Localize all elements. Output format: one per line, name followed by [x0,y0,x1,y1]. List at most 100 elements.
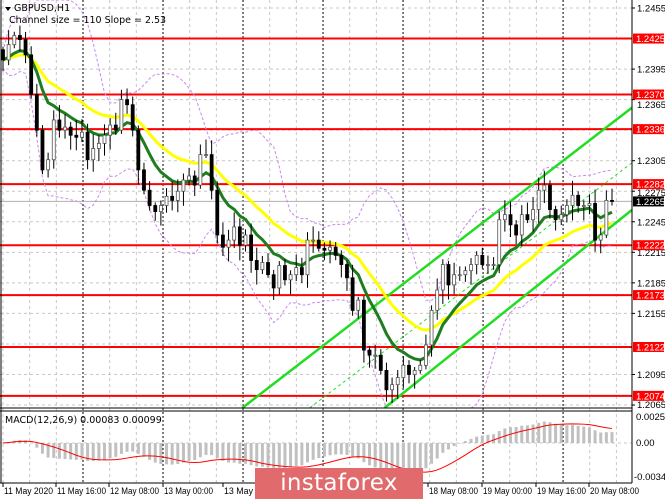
macd-histogram-bar [390,443,394,475]
current-price-text: 1.2265 [636,197,665,208]
price-tick-label: 1.2395 [637,65,665,76]
level-label: 1.2336 [636,125,665,136]
price-tick-label: 1.2245 [637,217,665,228]
macd-histogram-bar [243,443,247,464]
macd-histogram-bar [40,443,44,454]
candle-bear [322,247,327,251]
macd-histogram-bar [187,443,191,461]
candle-bull [373,354,378,357]
candle-bear [142,169,146,191]
candle-bull [486,264,490,266]
macd-histogram-bar [407,443,411,474]
level-label-bg [633,89,664,100]
level-label-bg [633,390,664,401]
macd-histogram-bar [486,434,490,443]
candle-bull [401,364,406,378]
macd-histogram-bar [198,443,202,458]
candle-bear [576,194,581,206]
candle-bull [542,184,547,191]
candle-bear [339,254,344,265]
level-label-bg [633,341,664,352]
candle-bear [170,195,175,201]
candle-bull [311,239,316,242]
macd-histogram-bar [181,443,185,463]
candle-bull [559,214,564,221]
macd-histogram-bar [458,443,462,444]
time-tick-label: 19 May 00:00 [483,486,532,496]
candle-bear [254,260,259,271]
macd-histogram-bar [379,443,383,470]
candle-bear [271,274,276,289]
collapse-triangle-icon[interactable] [5,7,11,11]
price-tick-label: 1.2095 [637,370,665,381]
candle-bear [333,246,338,256]
time-tick-label: 18 May 08:00 [429,486,478,496]
macd-histogram-bar [215,443,219,459]
macd-histogram-bar [322,443,326,457]
candle-bull [457,274,462,277]
candle-bear [593,203,597,241]
candle-bull [243,234,248,246]
macd-histogram-bar [368,443,372,466]
price-tick-label: 1.2065 [637,400,665,411]
candle-bear [192,175,197,186]
macd-histogram-bar [52,443,56,458]
macd-histogram-bar [283,443,287,468]
macd-histogram-bar [452,443,456,447]
macd-histogram-bar [587,427,591,443]
macd-axis: 0.00257 0.00 -0.00348 [634,412,665,483]
level-label: 1.2122 [636,342,665,353]
macd-histogram-bar [227,443,231,463]
candle-bear [610,200,614,202]
macd-histogram-bar [469,438,473,443]
macd-histogram-bar [424,443,428,469]
time-axis[interactable]: 11 May 2020 11 May 16:00 12 May 08:00 13 Ma… [2,483,639,496]
macd-histogram-bar [153,443,157,463]
candle-bull [164,195,169,206]
macd-histogram-bar [610,432,614,443]
macd-histogram-bar [356,443,360,459]
macd-histogram-bar [446,443,450,450]
candle-bull [469,264,473,272]
macd-histogram-bar [345,443,349,455]
macd-histogram-bar [97,443,101,461]
candle-bull [564,205,569,216]
macd-histogram-bar [176,443,180,464]
candle-bear [350,277,355,311]
macd-histogram-bar [159,443,163,465]
candle-bull [80,131,84,138]
macd-histogram-bar [266,443,270,468]
candle-bull [226,239,231,248]
macd-histogram-bar [396,443,400,475]
macd-histogram-bar [514,427,518,443]
candle-bear [266,262,270,276]
candle-bull [581,205,586,207]
level-label: 1.2282 [636,180,665,191]
candle-bear [29,54,34,95]
candle-bear [378,354,383,371]
macd-histogram-bar [441,443,445,453]
time-tick-label: 12 May 08:00 [110,486,159,496]
candle-bull [418,364,423,371]
candle-bear [514,224,519,236]
macd-histogram-bar [204,443,208,455]
macd-histogram-bar [559,424,563,443]
candle-bear [249,234,254,261]
macd-histogram-bar [294,443,298,467]
macd-histogram-bar [210,443,214,456]
candle-bull [412,370,417,375]
candle-bear [361,299,366,351]
macd-histogram-bar [430,443,434,464]
level-label: 1.2222 [636,241,665,252]
macd-histogram-bar [136,443,140,454]
price-axis[interactable]: 1.2455 1.2395 1.2365 1.2305 1.2275 1.2245 1.22… [632,4,665,412]
candle-bull [46,159,51,171]
channel-lower-line [383,208,632,408]
macd-histogram-bar [131,443,135,452]
macd-histogram-bar [463,441,467,443]
price-tick-label: 1.2305 [637,156,665,167]
level-label-bg [633,33,664,44]
macd-histogram-bar [475,436,479,443]
candle-bear [40,129,45,171]
